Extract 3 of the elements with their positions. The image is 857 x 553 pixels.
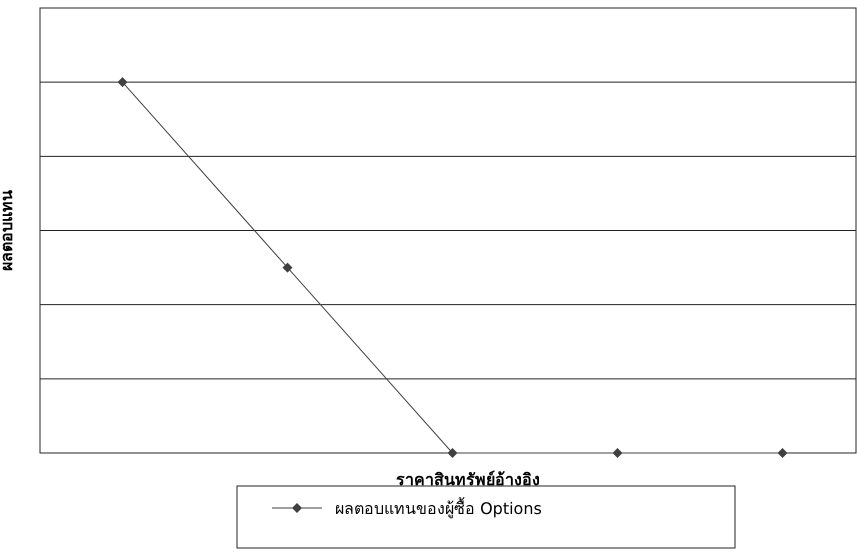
y-axis-title: ผลตอบแทน [0, 190, 16, 271]
x-axis-title: ราคาสินทรัพย์อ้างอิง [396, 470, 540, 489]
legend-label: ผลตอบแทนของผู้ซื้อ Options [335, 497, 542, 519]
